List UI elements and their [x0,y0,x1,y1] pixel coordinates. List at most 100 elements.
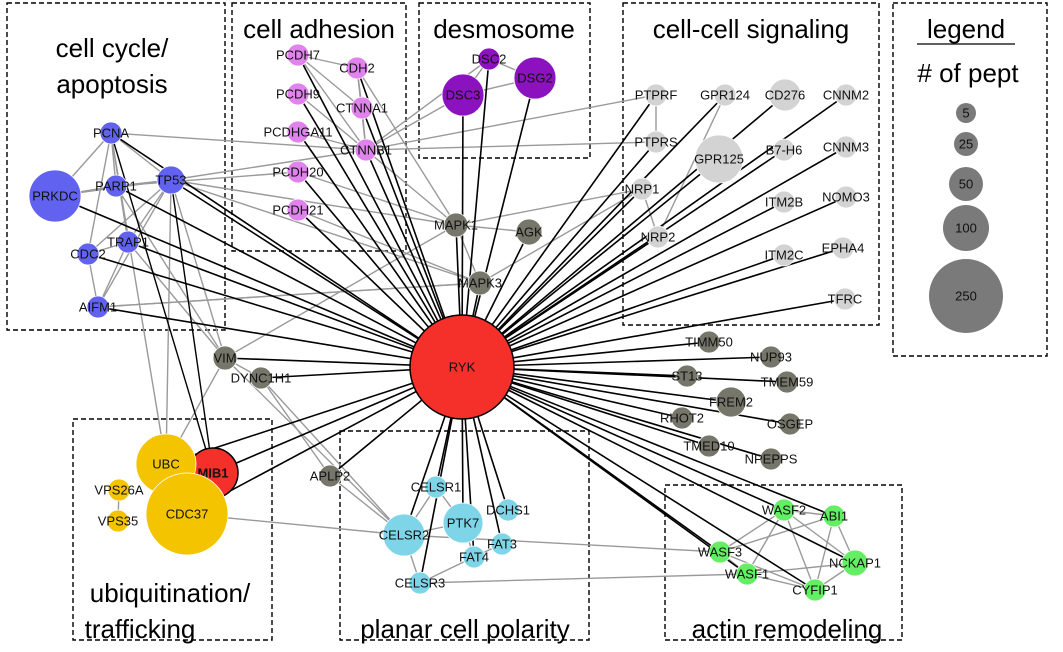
node-AGK[interactable]: AGK [515,218,543,246]
node-label-NRP1: NRP1 [625,182,660,197]
node-label-CDC37: CDC37 [166,507,209,522]
node-DYNC1H1[interactable]: DYNC1H1 [231,366,292,390]
node-APLP2[interactable]: APLP2 [310,464,350,488]
node-circle-TMED10 [697,434,721,458]
node-GPR124[interactable]: GPR124 [700,83,750,107]
node-PTPRS[interactable]: PTPRS [634,130,678,154]
node-label-VPS26A: VPS26A [94,483,143,498]
node-CYFIP1[interactable]: CYFIP1 [792,578,838,602]
node-FAT4[interactable]: FAT4 [459,545,489,569]
node-circle-DSG2 [513,56,557,100]
node-ST13[interactable]: ST13 [671,364,703,388]
node-TRAP1[interactable]: TRAP1 [107,230,149,254]
node-NPEPPS[interactable]: NPEPPS [745,447,798,471]
node-WASF1[interactable]: WASF1 [725,562,769,586]
node-CTNNA1[interactable]: CTNNA1 [336,96,388,120]
node-RYK[interactable]: RYK [409,314,515,420]
node-GPR125[interactable]: GPR125 [694,134,744,184]
edge-WASF2-CYFIP1 [783,509,816,591]
edge-RYK-NCKAP1 [461,366,856,564]
edge-PCNA-CDC2 [87,132,112,255]
node-ABI1[interactable]: ABI1 [820,504,848,528]
node-label-UBC: UBC [152,457,179,472]
node-NOMO3[interactable]: NOMO3 [822,185,870,209]
node-MAPK3[interactable]: MAPK3 [458,270,502,296]
node-PCDHGA11[interactable]: PCDHGA11 [263,120,333,144]
node-VPS35[interactable]: VPS35 [98,509,138,533]
node-TP53[interactable]: TP53 [155,165,187,195]
node-TMED10[interactable]: TMED10 [683,434,735,458]
node-CELSR2[interactable]: CELSR2 [379,513,430,557]
node-CNNM2[interactable]: CNNM2 [823,83,869,107]
legend-circle [956,103,976,123]
node-label-EPHA4: EPHA4 [822,241,865,256]
node-PCDH21[interactable]: PCDH21 [272,198,324,222]
node-PTK7[interactable]: PTK7 [442,502,484,544]
node-CDC2[interactable]: CDC2 [70,242,106,266]
node-PRKDC[interactable]: PRKDC [28,169,82,223]
node-CELSR1[interactable]: CELSR1 [411,475,462,499]
edge-CTNNA1-PCDH7 [297,54,363,109]
node-circle-MAPK3 [467,270,493,296]
node-MAPK1[interactable]: MAPK1 [434,212,478,238]
node-PCDH20[interactable]: PCDH20 [272,160,324,184]
node-NUP93[interactable]: NUP93 [750,345,792,369]
node-VPS26A[interactable]: VPS26A [94,478,144,502]
node-circle-PCDHGA11 [286,120,310,144]
node-VIM[interactable]: VIM [212,345,238,371]
legend-size-50: 50 [949,167,983,201]
node-PCNA[interactable]: PCNA [93,121,129,145]
node-circle-DCHS1 [496,498,520,522]
node-FREM2[interactable]: FREM2 [709,386,753,418]
node-NRP1[interactable]: NRP1 [625,177,660,201]
node-CTNNB1[interactable]: CTNNB1 [340,138,392,162]
node-label-MIB1: MIB1 [197,466,228,481]
node-CD276[interactable]: CD276 [765,78,805,112]
node-DSG2[interactable]: DSG2 [513,56,557,100]
node-DSC2[interactable]: DSC2 [472,47,507,71]
node-CELSR3[interactable]: CELSR3 [395,571,446,595]
node-FAT3[interactable]: FAT3 [487,532,517,556]
node-ITM2C[interactable]: ITM2C [765,243,804,267]
node-NCKAP1[interactable]: NCKAP1 [829,549,881,577]
node-label-AGK: AGK [515,225,543,240]
node-TFRC[interactable]: TFRC [828,287,863,311]
node-NRP2[interactable]: NRP2 [641,225,676,249]
node-OSGEP[interactable]: OSGEP [767,412,813,436]
node-CDH2[interactable]: CDH2 [339,56,375,80]
legend-circle [954,132,978,156]
node-B7-H6[interactable]: B7-H6 [766,138,803,162]
node-circle-OSGEP [778,412,802,436]
node-label-CTNNA1: CTNNA1 [336,101,388,116]
node-circle-FREM2 [715,386,747,418]
group-box-planar [339,430,590,641]
node-label-FAT3: FAT3 [487,537,517,552]
node-PTPRF[interactable]: PTPRF [635,83,678,107]
node-DSC3[interactable]: DSC3 [441,73,485,117]
node-TMEM59[interactable]: TMEM59 [761,370,814,394]
node-ITM2B[interactable]: ITM2B [765,190,803,214]
node-circle-CELSR2 [382,513,426,557]
edge-CTNNB1-DSC2 [365,58,490,151]
group-labels: cell cycle/apoptosis cell adhesion desmoso… [56,14,1020,644]
node-CDC37[interactable]: CDC37 [145,472,229,556]
node-PCDH9[interactable]: PCDH9 [276,82,320,106]
edge-CTNNB1-PTPRF [365,94,657,151]
node-PARP1[interactable]: PARP1 [95,174,137,198]
node-TIMM50[interactable]: TIMM50 [685,330,733,354]
node-circle-ITM2B [772,190,796,214]
node-circle-PARP1 [104,174,128,198]
node-label-ITM2B: ITM2B [765,195,803,210]
node-WASF3[interactable]: WASF3 [698,540,742,564]
node-DCHS1[interactable]: DCHS1 [486,498,530,522]
node-label-MAPK1: MAPK1 [434,218,478,233]
node-WASF2[interactable]: WASF2 [762,498,806,522]
node-circle-RYK [409,314,515,420]
node-circle-VPS35 [106,509,130,533]
node-PCDH7[interactable]: PCDH7 [276,43,320,67]
node-CNNM3[interactable]: CNNM3 [823,135,869,159]
node-RHOT2[interactable]: RHOT2 [660,406,704,430]
edge-WASF2-WASF3 [719,509,785,553]
node-EPHA4[interactable]: EPHA4 [822,236,865,260]
node-AIFM1[interactable]: AIFM1 [79,295,117,319]
